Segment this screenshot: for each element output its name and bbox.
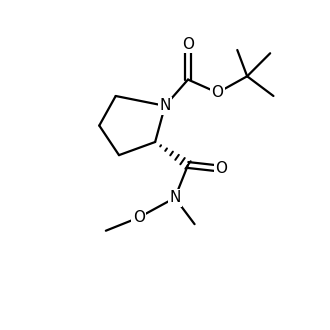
Text: O: O <box>215 161 227 176</box>
Text: O: O <box>212 85 224 100</box>
Text: N: N <box>159 98 171 113</box>
Text: N: N <box>169 190 181 205</box>
Text: O: O <box>182 37 194 51</box>
Text: O: O <box>133 210 145 225</box>
